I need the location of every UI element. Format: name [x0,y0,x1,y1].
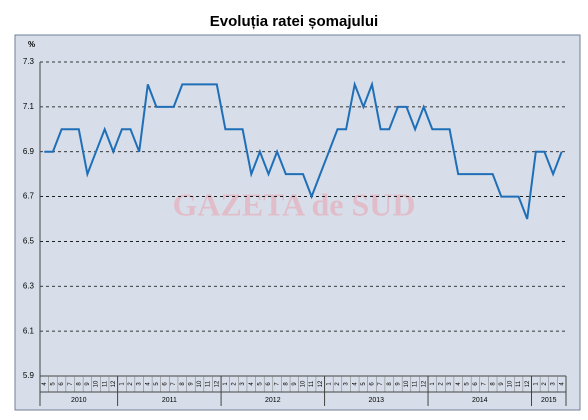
y-axis-label: % [28,40,35,49]
x-tick-label: 7 [171,382,177,386]
x-tick-label: 5 [361,382,367,386]
x-tick-label: 7 [482,382,488,386]
x-tick-label: 9 [499,382,505,386]
x-tick-label: 12 [421,380,427,387]
x-tick-label: 1 [430,382,436,386]
x-tick-label: 11 [206,380,212,387]
x-tick-label: 10 [508,380,514,387]
chart-frame [14,34,581,411]
x-tick-label: 10 [94,380,100,387]
x-tick-label: 5 [154,382,160,386]
x-tick-label: 4 [352,382,358,386]
x-tick-label: 11 [309,380,315,387]
x-tick-label: 3 [551,382,557,386]
x-tick-label: 1 [119,382,125,386]
x-tick-label: 7 [68,382,74,386]
x-tick-label: 8 [283,382,289,386]
y-tick-label: 6.3 [23,281,35,290]
x-tick-label: 5 [257,382,263,386]
y-tick-label: 6.5 [23,237,35,246]
x-tick-label: 11 [102,380,108,387]
x-tick-label: 4 [559,382,565,386]
year-label: 2010 [71,397,87,404]
x-tick-label: 6 [266,382,272,386]
year-label: 2015 [541,397,557,404]
x-tick-label: 9 [292,382,298,386]
x-tick-label: 5 [51,382,57,386]
x-tick-label: 9 [188,382,194,386]
x-tick-label: 9 [395,382,401,386]
x-tick-label: 10 [197,380,203,387]
x-tick-label: 2 [232,382,238,386]
year-label: 2011 [162,397,177,404]
x-tick-label: 3 [344,382,350,386]
y-tick-label: 6.9 [23,147,35,156]
x-tick-label: 2 [439,382,445,386]
x-tick-label: 6 [163,382,169,386]
x-tick-label: 3 [240,382,246,386]
watermark: GAZETA de SUD [172,186,415,222]
x-tick-label: 9 [85,382,91,386]
x-tick-label: 4 [456,382,462,386]
x-tick-label: 2 [542,382,548,386]
x-tick-label: 12 [525,380,531,387]
x-tick-label: 7 [275,382,281,386]
year-label: 2012 [265,397,281,404]
x-tick-label: 2 [335,382,341,386]
x-tick-label: 3 [137,382,143,386]
x-tick-label: 2 [128,382,134,386]
y-tick-label: 7.1 [23,102,35,111]
y-tick-label: 6.1 [23,326,35,335]
x-tick-label: 3 [447,382,453,386]
x-tick-label: 1 [223,382,229,386]
x-tick-label: 5 [464,382,470,386]
x-tick-label: 4 [249,382,255,386]
x-tick-label: 12 [318,380,324,387]
x-tick-label: 6 [370,382,376,386]
y-tick-label: 5.9 [23,371,35,380]
x-tick-label: 6 [473,382,479,386]
x-tick-label: 8 [490,382,496,386]
x-tick-label: 8 [387,382,393,386]
x-tick-label: 4 [145,382,151,386]
x-tick-label: 10 [404,380,410,387]
data-line [44,80,563,220]
x-tick-label: 12 [214,380,220,387]
x-tick-label: 1 [326,382,332,386]
x-tick-label: 8 [76,382,82,386]
y-tick-label: 7.3 [23,57,35,66]
x-tick-label: 4 [42,382,48,386]
x-tick-label: 10 [301,380,307,387]
x-tick-label: 7 [378,382,384,386]
x-tick-label: 1 [533,382,539,386]
x-tick-label: 8 [180,382,186,386]
year-label: 2014 [472,397,488,404]
x-tick-label: 11 [516,380,522,387]
x-tick-label: 12 [111,380,117,387]
chart-title: Evoluția ratei șomajului [210,13,378,30]
year-label: 2013 [369,397,385,404]
x-tick-label: 11 [413,380,419,387]
x-tick-label: 6 [59,382,65,386]
y-tick-label: 6.7 [23,192,35,201]
